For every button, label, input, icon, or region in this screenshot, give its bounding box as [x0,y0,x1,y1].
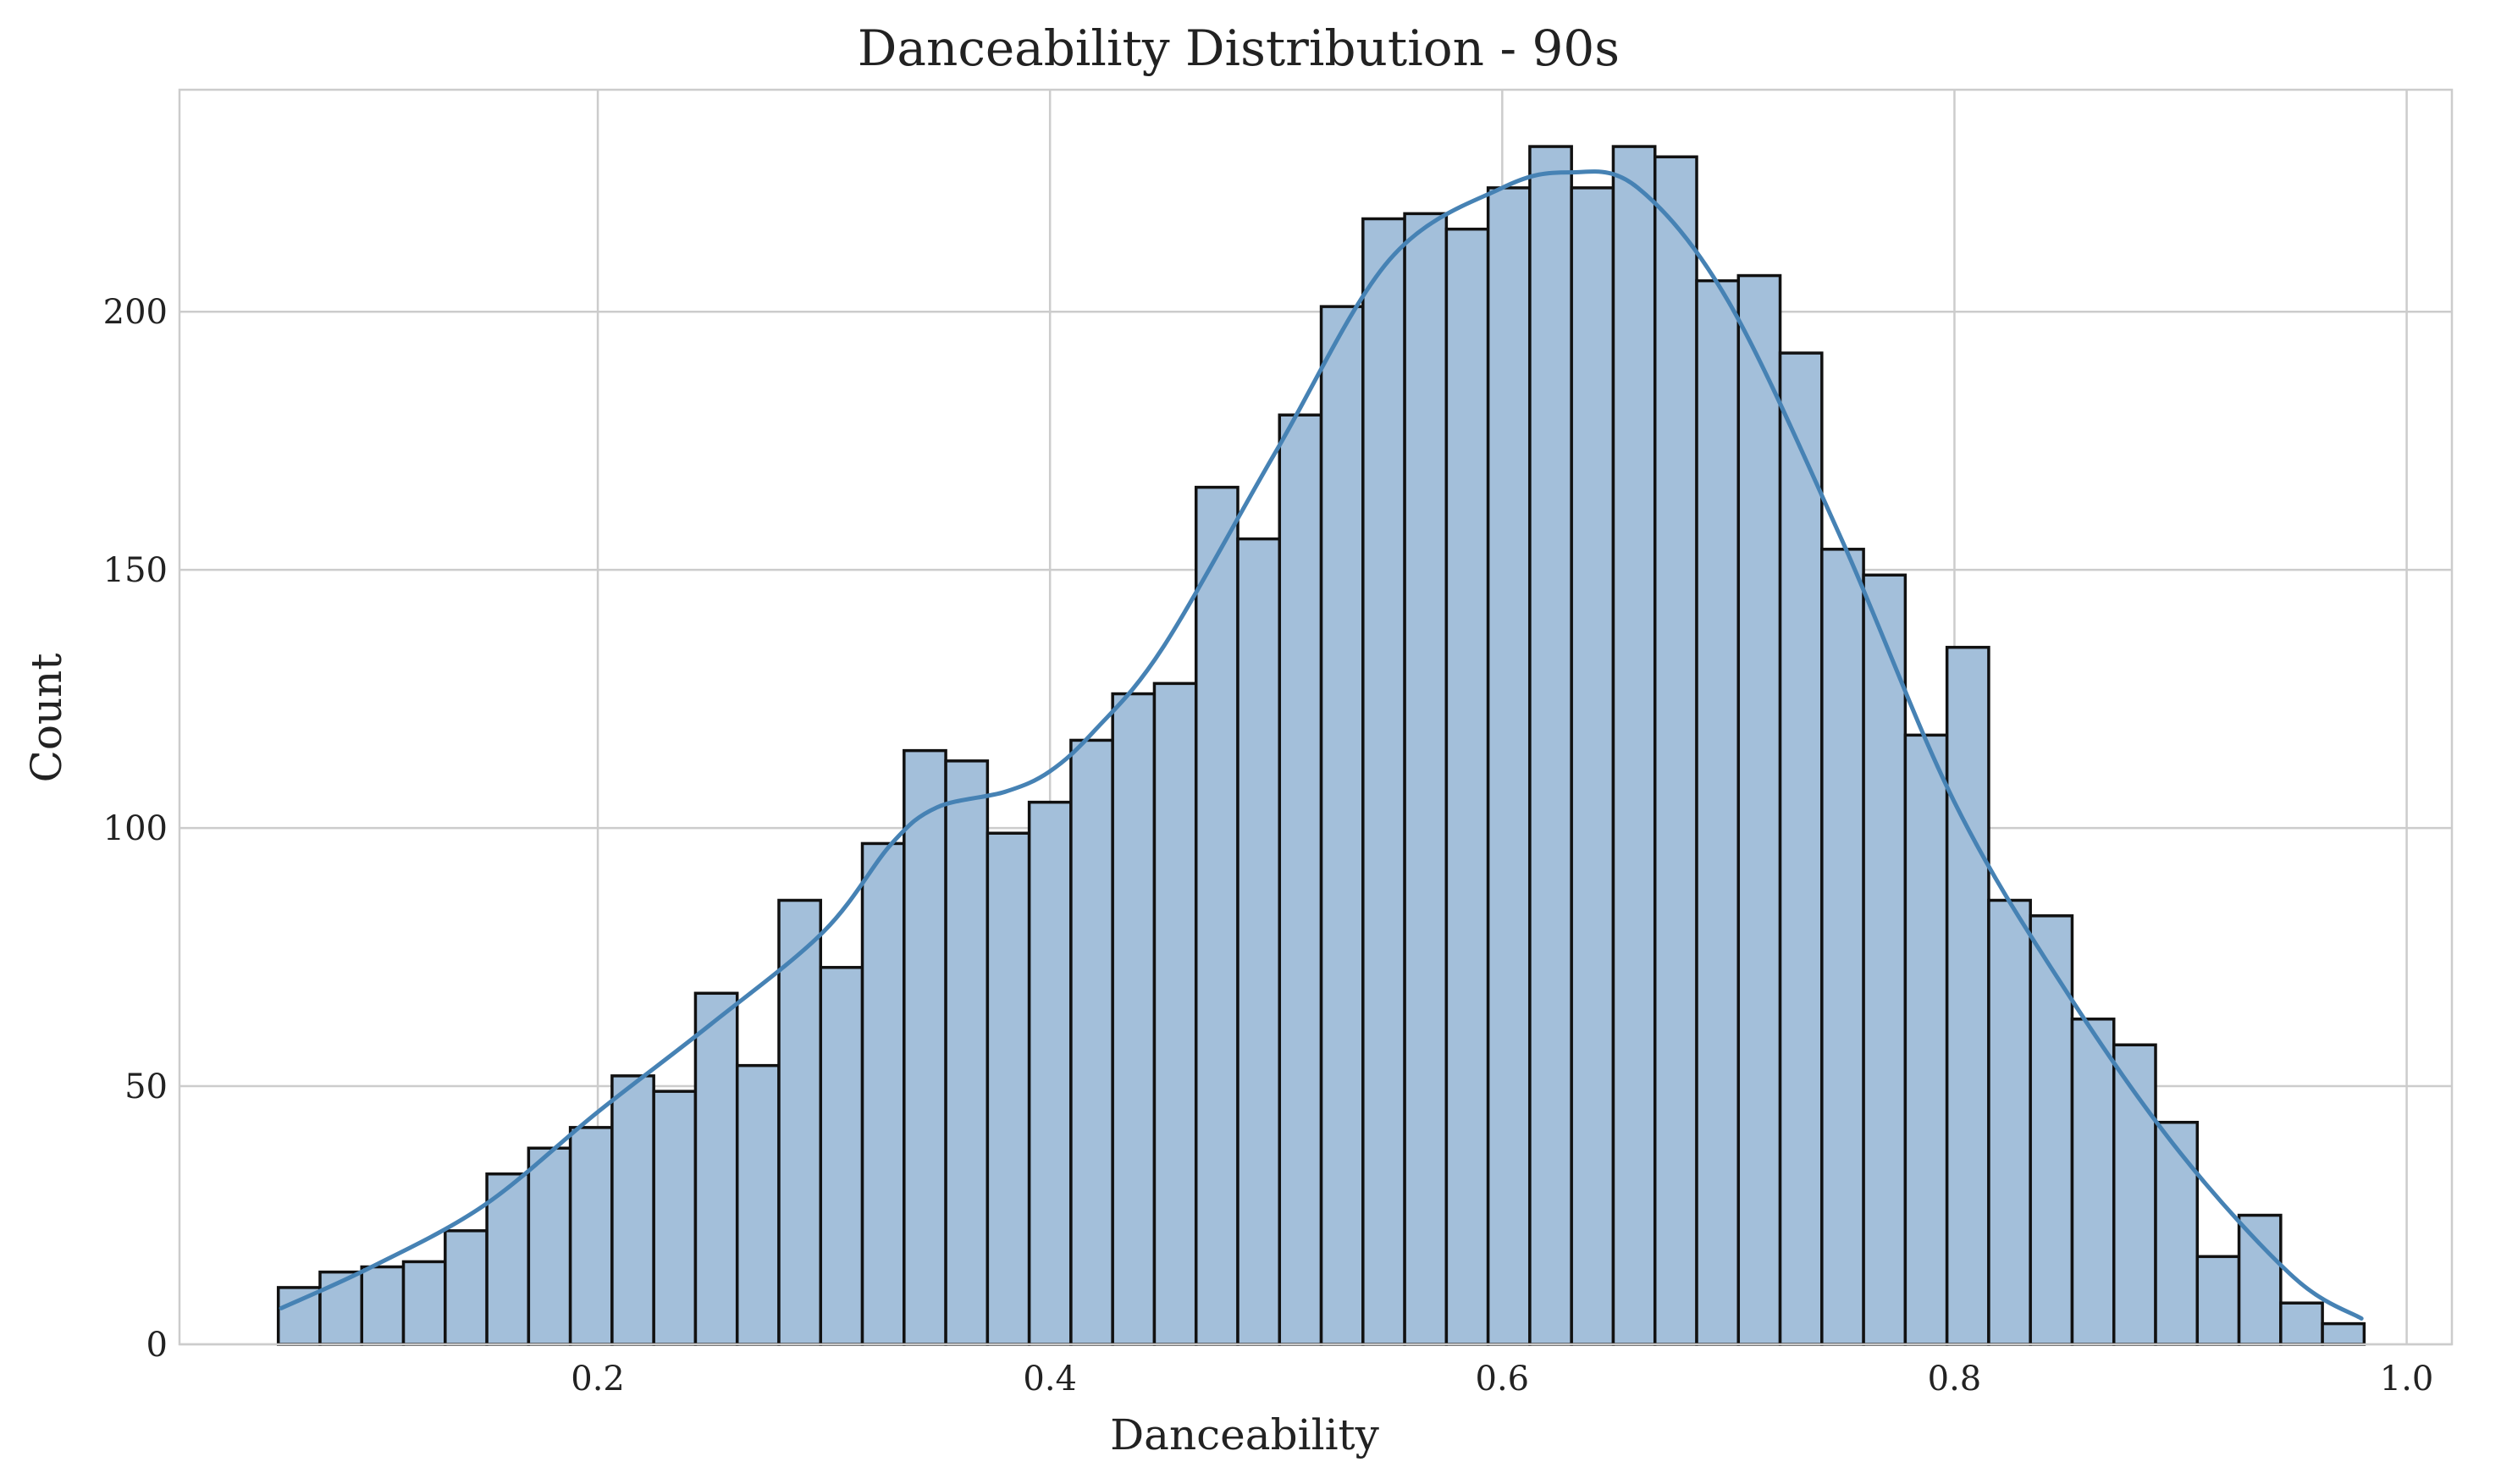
y-tick-label: 0 [146,1326,168,1365]
plot-frame [178,88,2454,1346]
histogram-bar [568,1126,614,1346]
x-axis-label: Danceability [1110,1410,1380,1459]
histogram-bar [2029,914,2074,1346]
histogram-bar [2237,1213,2283,1346]
histogram-bar [860,841,906,1346]
histogram-bar [819,966,864,1346]
histogram-bar [903,748,947,1346]
histogram-bar [1194,485,1239,1346]
y-tick-label: 50 [124,1067,168,1106]
histogram-bar [1069,738,1114,1346]
histogram-bar [1486,186,1532,1346]
histogram-bar [360,1265,406,1346]
histogram-bar [1444,227,1490,1346]
histogram-bar [1027,800,1073,1346]
histogram-bar [1528,145,1573,1346]
y-tick-label: 150 [103,551,168,590]
histogram-bar [444,1229,489,1346]
histogram-bar [1403,212,1449,1346]
histogram-bar [2070,1018,2116,1346]
histogram-bar [985,831,1031,1346]
histogram-bar [527,1146,572,1346]
histogram-bar [2154,1121,2200,1346]
histogram-bar [1361,217,1406,1346]
histogram-bar [735,1063,781,1346]
kde-curve [279,169,2364,1321]
histogram-bars [276,145,2366,1346]
x-tick-labels: 0.2 0.4 0.6 0.8 1.0 [571,1360,2433,1398]
y-tick-labels: 0 50 100 150 200 [103,293,168,1365]
histogram-bar [1236,537,1282,1346]
histogram-bar [1695,279,1741,1346]
histogram-bar [1278,413,1323,1346]
histogram-bar [1653,155,1698,1346]
x-tick-label: 1.0 [2380,1360,2434,1398]
x-tick-label: 0.4 [1023,1360,1077,1398]
histogram-bar [1987,898,2032,1346]
histogram-bar [1736,273,1782,1346]
x-tick-label: 0.2 [571,1360,625,1398]
histogram-bar [777,898,823,1346]
histogram-bar [1778,351,1824,1346]
histogram-bar [693,991,739,1346]
histogram-bar [1152,681,1198,1346]
histogram-bar [1945,645,1990,1346]
histogram-bar [652,1090,698,1346]
histogram-bar [1903,733,1949,1346]
histogram-bar [610,1074,655,1346]
histogram-bar [1820,548,1865,1346]
histogram-bar [401,1260,447,1346]
histogram-bar [318,1270,364,1346]
histogram-bar [1570,186,1615,1346]
histogram-bar [2321,1321,2366,1346]
histogram-bar [1862,573,1907,1346]
histogram-bar [1111,692,1157,1346]
y-tick-label: 200 [103,293,168,332]
kde-curve-layer [279,169,2364,1321]
y-tick-label: 100 [103,809,168,848]
x-tick-label: 0.6 [1476,1360,1530,1398]
histogram-bar [1319,305,1365,1346]
histogram-bar [944,759,990,1346]
x-tick-label: 0.8 [1928,1360,1982,1398]
y-axis-label: Count [22,654,71,783]
histogram-bar [1611,145,1657,1346]
chart-title: Danceability Distribution - 90s [858,19,1620,77]
histogram-bar [2195,1255,2241,1346]
histogram-bar [2279,1301,2324,1346]
